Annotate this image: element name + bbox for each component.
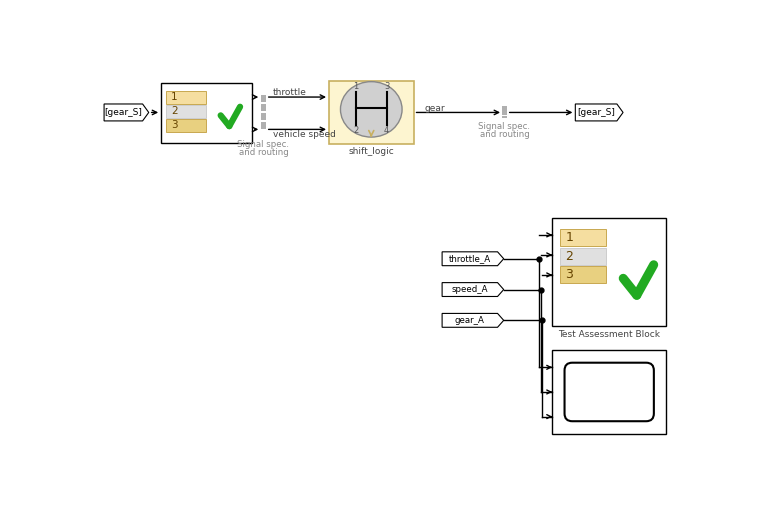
Bar	[261, 102, 266, 104]
Text: 4: 4	[384, 126, 389, 135]
Text: 2: 2	[170, 106, 177, 116]
Bar	[552, 350, 666, 434]
Text: 1: 1	[170, 93, 177, 102]
Text: speed_A: speed_A	[452, 285, 488, 294]
Polygon shape	[442, 252, 504, 266]
Text: throttle_A: throttle_A	[449, 254, 491, 263]
Bar	[552, 218, 666, 326]
Ellipse shape	[340, 82, 402, 137]
Bar	[502, 106, 507, 119]
Polygon shape	[442, 282, 504, 296]
Text: gear: gear	[425, 104, 445, 113]
Text: Signal spec.: Signal spec.	[237, 140, 290, 149]
Text: Test Assessment Block: Test Assessment Block	[558, 330, 660, 339]
Text: 2: 2	[353, 126, 359, 135]
Text: 2: 2	[565, 250, 573, 263]
Text: 1: 1	[565, 231, 573, 244]
Bar	[502, 118, 507, 119]
Bar	[261, 93, 266, 95]
Text: shift_logic: shift_logic	[349, 147, 394, 156]
Bar	[560, 266, 606, 283]
Text: [gear_S]: [gear_S]	[578, 108, 615, 117]
Text: 3: 3	[565, 268, 573, 281]
Bar	[167, 119, 207, 132]
Text: gear_A: gear_A	[455, 316, 485, 325]
Polygon shape	[442, 314, 504, 327]
Bar	[560, 229, 606, 246]
Text: 3: 3	[384, 82, 389, 91]
Text: vehicle speed: vehicle speed	[273, 129, 336, 138]
Text: and routing: and routing	[479, 129, 529, 138]
Text: 3: 3	[170, 120, 177, 130]
Text: [gear_S]: [gear_S]	[104, 108, 142, 117]
Bar	[161, 83, 252, 143]
Text: and routing: and routing	[239, 148, 288, 157]
Bar	[329, 81, 414, 144]
Bar	[261, 111, 266, 113]
Bar	[261, 129, 266, 132]
Bar	[261, 95, 266, 132]
Bar	[261, 120, 266, 122]
Bar	[560, 248, 606, 265]
Bar	[167, 105, 207, 118]
Text: 1: 1	[353, 82, 359, 91]
Polygon shape	[575, 104, 623, 121]
Text: Signal spec.: Signal spec.	[478, 122, 531, 131]
Polygon shape	[104, 104, 149, 121]
FancyBboxPatch shape	[564, 363, 654, 421]
Bar	[167, 91, 207, 104]
Text: throttle: throttle	[273, 88, 306, 97]
